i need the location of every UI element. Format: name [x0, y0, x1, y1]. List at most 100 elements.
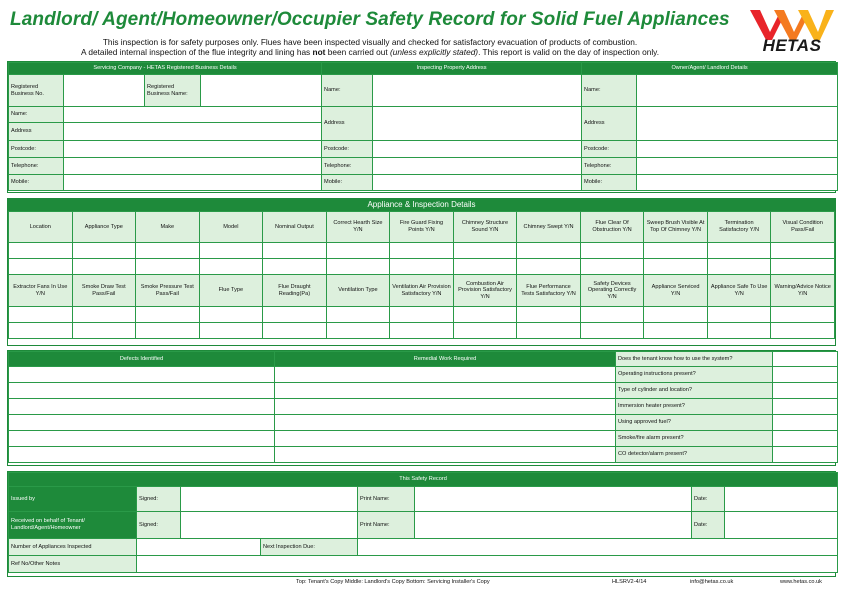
appliance-entry-cell[interactable]	[579, 306, 645, 323]
issued-signed-field[interactable]	[180, 486, 358, 512]
next-inspection-field[interactable]	[356, 538, 839, 556]
appliance-entry-cell[interactable]	[706, 306, 772, 323]
appliance-entry-cell[interactable]	[770, 322, 835, 339]
remedial-entry[interactable]	[274, 366, 616, 383]
appliance-entry-cell[interactable]	[325, 258, 391, 275]
remedial-entry[interactable]	[274, 430, 616, 447]
appliance-entry-cell[interactable]	[262, 258, 327, 275]
appliance-entry-cell[interactable]	[198, 322, 264, 339]
remedial-entry[interactable]	[274, 382, 616, 399]
inspecting-postcode-field[interactable]	[372, 140, 583, 158]
footer-web[interactable]: www.hetas.co.uk	[780, 579, 822, 585]
appliance-entry-cell[interactable]	[198, 242, 264, 259]
appliance-entry-cell[interactable]	[198, 306, 264, 323]
appliance-entry-cell[interactable]	[325, 322, 391, 339]
appliance-entry-cell[interactable]	[389, 258, 454, 275]
appliance-entry-cell[interactable]	[389, 306, 454, 323]
appliance-entry-cell[interactable]	[262, 322, 327, 339]
appliance-entry-cell[interactable]	[706, 242, 772, 259]
appliance-entry-cell[interactable]	[516, 258, 581, 275]
checklist-answer[interactable]	[772, 430, 838, 447]
checklist-answer[interactable]	[772, 366, 838, 383]
appliance-entry-cell[interactable]	[770, 258, 835, 275]
issued-print-name-field[interactable]	[414, 486, 692, 512]
appliance-entry-cell[interactable]	[706, 258, 772, 275]
appliance-entry-cell[interactable]	[643, 258, 708, 275]
appliance-entry-cell[interactable]	[8, 242, 73, 259]
servicing-mobile-field[interactable]	[62, 174, 323, 191]
appliance-entry-cell[interactable]	[135, 242, 200, 259]
appliance-entry-cell[interactable]	[389, 322, 454, 339]
servicing-name-field[interactable]	[62, 106, 323, 123]
registered-business-no-field[interactable]	[63, 74, 145, 107]
appliance-entry-cell[interactable]	[262, 242, 327, 259]
owner-postcode-field[interactable]	[636, 140, 839, 158]
appliance-entry-cell[interactable]	[135, 258, 200, 275]
defect-entry[interactable]	[8, 430, 275, 447]
owner-address-field[interactable]	[636, 106, 839, 141]
appliance-entry-cell[interactable]	[135, 306, 200, 323]
appliance-entry-cell[interactable]	[643, 322, 708, 339]
appliance-entry-cell[interactable]	[452, 242, 518, 259]
appliance-entry-cell[interactable]	[8, 258, 73, 275]
remedial-entry[interactable]	[274, 446, 616, 463]
appliance-entry-cell[interactable]	[71, 242, 137, 259]
appliance-entry-cell[interactable]	[8, 306, 73, 323]
defect-entry[interactable]	[8, 382, 275, 399]
appliance-entry-cell[interactable]	[198, 258, 264, 275]
appliance-entry-cell[interactable]	[516, 322, 581, 339]
appliance-entry-cell[interactable]	[71, 322, 137, 339]
checklist-answer[interactable]	[772, 382, 838, 399]
inspecting-address-field[interactable]	[372, 106, 583, 141]
appliance-entry-cell[interactable]	[325, 242, 391, 259]
appliance-entry-cell[interactable]	[8, 322, 73, 339]
inspecting-telephone-field[interactable]	[372, 157, 583, 175]
appliance-entry-cell[interactable]	[579, 322, 645, 339]
inspecting-name-field[interactable]	[372, 74, 583, 107]
appliance-entry-cell[interactable]	[452, 322, 518, 339]
owner-name-field[interactable]	[636, 74, 839, 107]
defect-entry[interactable]	[8, 446, 275, 463]
registered-business-name-field[interactable]	[199, 74, 323, 107]
issued-date-field[interactable]	[723, 486, 839, 512]
appliance-entry-cell[interactable]	[516, 306, 581, 323]
appliance-entry-cell[interactable]	[643, 242, 708, 259]
issued-date-label: Date:	[691, 486, 725, 512]
appliance-entry-cell[interactable]	[262, 306, 327, 323]
num-appliances-field[interactable]	[136, 538, 261, 556]
footer-email[interactable]: info@hetas.co.uk	[690, 579, 734, 585]
appliance-entry-cell[interactable]	[643, 306, 708, 323]
appliance-entry-cell[interactable]	[770, 242, 835, 259]
appliance-entry-cell[interactable]	[579, 258, 645, 275]
ref-notes-field[interactable]	[135, 555, 839, 573]
servicing-telephone-field[interactable]	[62, 157, 323, 175]
appliance-entry-cell[interactable]	[325, 306, 391, 323]
remedial-entry[interactable]	[274, 414, 616, 431]
servicing-postcode-field[interactable]	[62, 140, 323, 158]
appliance-entry-cell[interactable]	[516, 242, 581, 259]
appliance-entry-cell[interactable]	[579, 242, 645, 259]
appliance-entry-cell[interactable]	[770, 306, 835, 323]
checklist-answer[interactable]	[772, 446, 838, 463]
appliance-entry-cell[interactable]	[71, 306, 137, 323]
checklist-answer[interactable]	[772, 398, 838, 415]
owner-mobile-field[interactable]	[636, 174, 839, 191]
defect-entry[interactable]	[8, 414, 275, 431]
received-print-name-field[interactable]	[414, 511, 692, 539]
inspecting-mobile-field[interactable]	[372, 174, 583, 191]
checklist-answer[interactable]	[772, 351, 838, 367]
appliance-entry-cell[interactable]	[706, 322, 772, 339]
received-signed-field[interactable]	[180, 511, 358, 539]
checklist-answer[interactable]	[772, 414, 838, 431]
appliance-entry-cell[interactable]	[452, 258, 518, 275]
defect-entry[interactable]	[8, 398, 275, 415]
appliance-entry-cell[interactable]	[135, 322, 200, 339]
defect-entry[interactable]	[8, 366, 275, 383]
appliance-entry-cell[interactable]	[71, 258, 137, 275]
servicing-address-field[interactable]	[62, 122, 323, 141]
appliance-entry-cell[interactable]	[389, 242, 454, 259]
owner-telephone-field[interactable]	[636, 157, 839, 175]
remedial-entry[interactable]	[274, 398, 616, 415]
received-date-field[interactable]	[723, 511, 839, 539]
appliance-entry-cell[interactable]	[452, 306, 518, 323]
